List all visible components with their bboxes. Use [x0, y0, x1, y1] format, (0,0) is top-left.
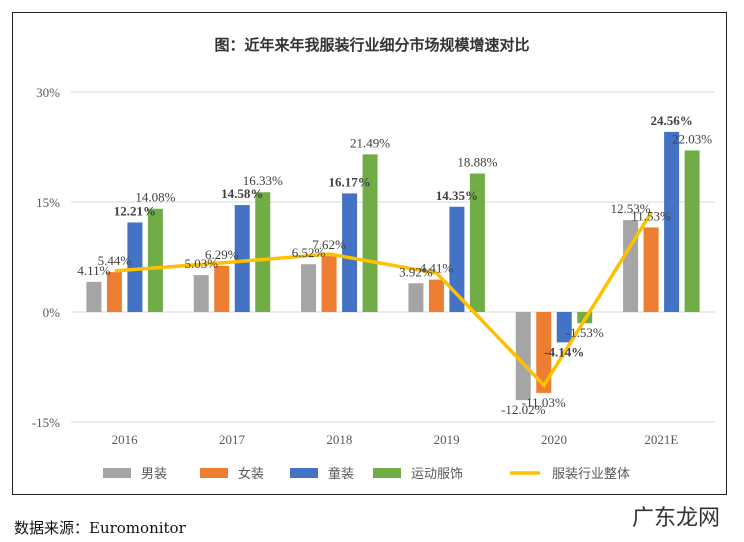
data-label: 14.58% — [221, 186, 263, 201]
legend-label: 服装行业整体 — [552, 466, 630, 481]
data-label: 12.53% — [611, 201, 651, 216]
data-label: 21.49% — [350, 135, 390, 150]
data-label: -4.14% — [544, 344, 584, 359]
legend-swatch — [103, 468, 131, 478]
x-tick-label: 2020 — [541, 432, 567, 447]
data-label: 24.56% — [650, 113, 692, 128]
bar-童装 — [449, 206, 465, 312]
data-label: 5.03% — [184, 256, 218, 271]
data-label: 4.41% — [420, 261, 454, 276]
legend-label: 女装 — [238, 466, 264, 481]
bar-女装 — [428, 279, 444, 312]
legend-label: 男装 — [141, 466, 167, 481]
legend-swatch — [373, 468, 401, 478]
bar-女装 — [321, 256, 337, 312]
bar-男装 — [515, 312, 531, 401]
bar-男装 — [301, 264, 317, 312]
legend-label: 童装 — [328, 466, 354, 481]
bar-童装 — [127, 222, 143, 312]
data-label: -11.03% — [522, 395, 566, 410]
x-tick-label: 2016 — [112, 432, 139, 447]
legend-swatch — [200, 468, 228, 478]
chart-frame — [12, 12, 727, 495]
bar-男装 — [408, 283, 424, 312]
legend-swatch — [290, 468, 318, 478]
bar-童装 — [556, 312, 572, 343]
y-tick-label: 0% — [43, 305, 61, 320]
data-label: -12.02% — [501, 402, 546, 417]
data-label: 3.92% — [399, 264, 433, 279]
line-服装行业整体 — [114, 211, 653, 389]
y-tick-label: -15% — [32, 415, 60, 430]
bar-女装 — [106, 272, 122, 312]
bar-男装 — [623, 220, 639, 312]
bar-女装 — [536, 312, 552, 393]
data-label: 6.29% — [205, 247, 239, 262]
data-label: 4.11% — [77, 263, 110, 278]
data-label: 12.21% — [114, 203, 156, 218]
data-label: 14.08% — [135, 190, 175, 205]
data-label: 6.52% — [292, 245, 326, 260]
bar-男装 — [86, 281, 102, 312]
watermark: 广东龙网 — [631, 506, 720, 531]
bar-童装 — [664, 131, 680, 312]
data-label: 16.17% — [328, 174, 370, 189]
x-tick-label: 2019 — [434, 432, 460, 447]
data-label: 18.88% — [457, 155, 497, 170]
bar-女装 — [643, 227, 659, 312]
bar-运动服饰 — [362, 154, 378, 312]
data-label: -1.53% — [566, 325, 604, 340]
y-tick-label: 15% — [36, 195, 60, 210]
data-label: 14.35% — [436, 188, 478, 203]
y-tick-label: 30% — [36, 85, 60, 100]
x-tick-label: 2018 — [326, 432, 352, 447]
bar-童装 — [234, 205, 250, 312]
chart-title: 图：近年来年我服装行业细分市场规模增速对比 — [214, 36, 530, 54]
bar-运动服饰 — [469, 173, 485, 312]
bar-女装 — [214, 265, 230, 312]
legend-label: 运动服饰 — [411, 466, 463, 481]
bar-童装 — [342, 193, 358, 312]
x-tick-label: 2021E — [644, 432, 678, 447]
bar-运动服饰 — [255, 192, 271, 312]
data-label: 11.53% — [631, 208, 671, 223]
bar-运动服饰 — [684, 150, 700, 312]
data-label: 22.03% — [672, 131, 712, 146]
data-label: 16.33% — [243, 173, 283, 188]
bar-运动服饰 — [147, 208, 163, 312]
bar-男装 — [193, 275, 209, 312]
source-note: 数据来源：Euromonitor — [14, 519, 186, 537]
data-label: 7.62% — [312, 237, 346, 252]
data-label: 5.44% — [98, 253, 132, 268]
x-tick-label: 2017 — [219, 432, 246, 447]
